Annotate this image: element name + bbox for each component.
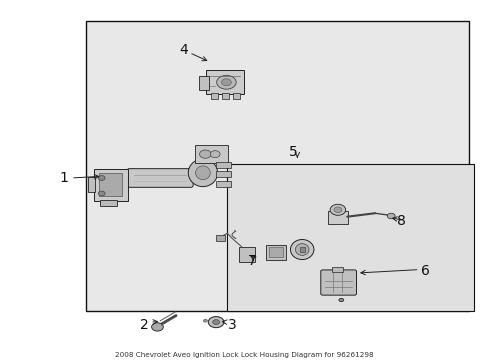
FancyBboxPatch shape <box>238 247 255 262</box>
Circle shape <box>212 320 219 324</box>
Circle shape <box>203 319 207 322</box>
Circle shape <box>329 204 345 215</box>
Circle shape <box>151 323 163 331</box>
FancyBboxPatch shape <box>222 93 228 99</box>
FancyBboxPatch shape <box>127 168 193 187</box>
Ellipse shape <box>195 166 210 180</box>
FancyBboxPatch shape <box>320 270 356 295</box>
Text: 1: 1 <box>59 171 68 185</box>
Circle shape <box>98 191 105 196</box>
Circle shape <box>208 316 224 328</box>
FancyBboxPatch shape <box>216 181 230 187</box>
Circle shape <box>386 213 394 219</box>
Text: 4: 4 <box>179 43 187 57</box>
FancyBboxPatch shape <box>216 162 230 168</box>
FancyBboxPatch shape <box>85 21 468 311</box>
FancyBboxPatch shape <box>194 145 228 163</box>
FancyBboxPatch shape <box>198 76 209 90</box>
Circle shape <box>98 176 105 180</box>
FancyBboxPatch shape <box>99 173 122 196</box>
FancyBboxPatch shape <box>327 211 347 224</box>
Polygon shape <box>100 201 117 206</box>
FancyBboxPatch shape <box>206 70 243 94</box>
Circle shape <box>333 207 341 212</box>
Circle shape <box>199 150 211 158</box>
FancyBboxPatch shape <box>216 171 230 177</box>
FancyBboxPatch shape <box>94 168 128 201</box>
Polygon shape <box>216 235 224 241</box>
FancyBboxPatch shape <box>331 267 342 272</box>
FancyBboxPatch shape <box>211 93 218 99</box>
Text: 2: 2 <box>140 318 148 332</box>
Circle shape <box>216 75 236 89</box>
Polygon shape <box>299 247 304 252</box>
Text: 2008 Chevrolet Aveo Ignition Lock Lock Housing Diagram for 96261298: 2008 Chevrolet Aveo Ignition Lock Lock H… <box>115 352 373 358</box>
FancyBboxPatch shape <box>227 164 473 311</box>
Ellipse shape <box>290 239 313 260</box>
Text: 7: 7 <box>247 254 256 268</box>
Circle shape <box>210 151 220 158</box>
FancyBboxPatch shape <box>232 93 239 99</box>
Text: 3: 3 <box>227 318 236 332</box>
FancyBboxPatch shape <box>268 247 282 257</box>
Text: 8: 8 <box>396 214 405 228</box>
Text: 5: 5 <box>288 145 297 159</box>
Circle shape <box>221 79 231 86</box>
Text: 6: 6 <box>420 264 429 278</box>
FancyBboxPatch shape <box>265 245 285 260</box>
Ellipse shape <box>188 159 217 186</box>
Ellipse shape <box>295 244 308 255</box>
Polygon shape <box>88 177 95 192</box>
Circle shape <box>338 298 343 302</box>
